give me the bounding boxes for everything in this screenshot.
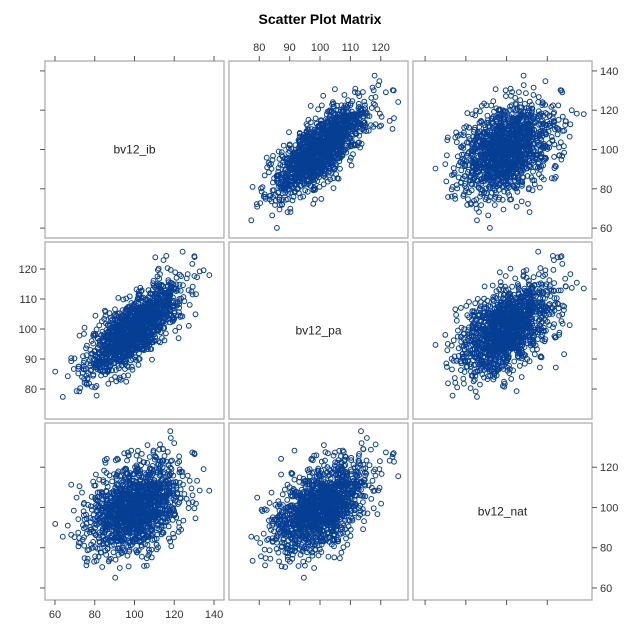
data-point xyxy=(270,153,276,159)
data-point xyxy=(274,225,280,231)
data-point xyxy=(332,86,338,93)
panel-bv12_ib-vs-bv12_pa xyxy=(228,60,409,239)
data-point xyxy=(325,178,331,185)
data-point xyxy=(356,93,363,99)
panel-frame xyxy=(44,60,225,239)
panel-bv12_ib-vs-bv12_ib: bv12_ib xyxy=(44,60,225,239)
data-point xyxy=(315,106,322,113)
data-point xyxy=(368,95,375,101)
data-point xyxy=(360,89,366,95)
data-point xyxy=(316,174,322,181)
data-point xyxy=(362,102,368,108)
data-point xyxy=(333,171,340,178)
data-point xyxy=(335,175,342,182)
data-point xyxy=(363,128,370,135)
data-point xyxy=(307,103,314,109)
data-point xyxy=(348,162,355,169)
data-point xyxy=(352,85,359,92)
chart-title: Scatter Plot Matrix xyxy=(259,11,382,27)
data-point xyxy=(253,201,260,208)
panel-bv12_ib-vs-bv12_nat xyxy=(412,60,593,239)
data-point xyxy=(258,185,264,192)
variable-label-bv12_ib: bv12_ib xyxy=(113,143,155,157)
data-point xyxy=(341,92,348,98)
data-point xyxy=(312,115,319,122)
data-point xyxy=(286,129,292,136)
data-point xyxy=(330,175,337,182)
data-point xyxy=(386,118,393,124)
panel-bv12_pa-vs-bv12_ib xyxy=(44,241,225,420)
data-point xyxy=(282,190,289,196)
data-point xyxy=(275,189,282,196)
data-point xyxy=(361,98,368,105)
panel-bv12_pa-vs-bv12_nat xyxy=(412,241,593,420)
data-point xyxy=(261,172,268,179)
variable-label-bv12_pa: bv12_pa xyxy=(295,324,341,338)
data-point xyxy=(320,92,327,99)
data-point xyxy=(280,142,287,149)
data-point xyxy=(330,100,337,107)
panel-bv12_pa-vs-bv12_pa: bv12_pa xyxy=(228,241,409,420)
data-point xyxy=(337,165,343,172)
data-point xyxy=(316,184,323,190)
data-point xyxy=(376,78,383,85)
data-point xyxy=(254,203,261,210)
data-point xyxy=(374,106,381,113)
data-point xyxy=(263,154,270,161)
data-point xyxy=(318,196,325,202)
data-point xyxy=(343,149,350,156)
data-point xyxy=(300,193,307,200)
data-point xyxy=(391,115,397,121)
data-point xyxy=(257,200,264,207)
data-point xyxy=(310,200,317,207)
data-point xyxy=(375,82,382,88)
